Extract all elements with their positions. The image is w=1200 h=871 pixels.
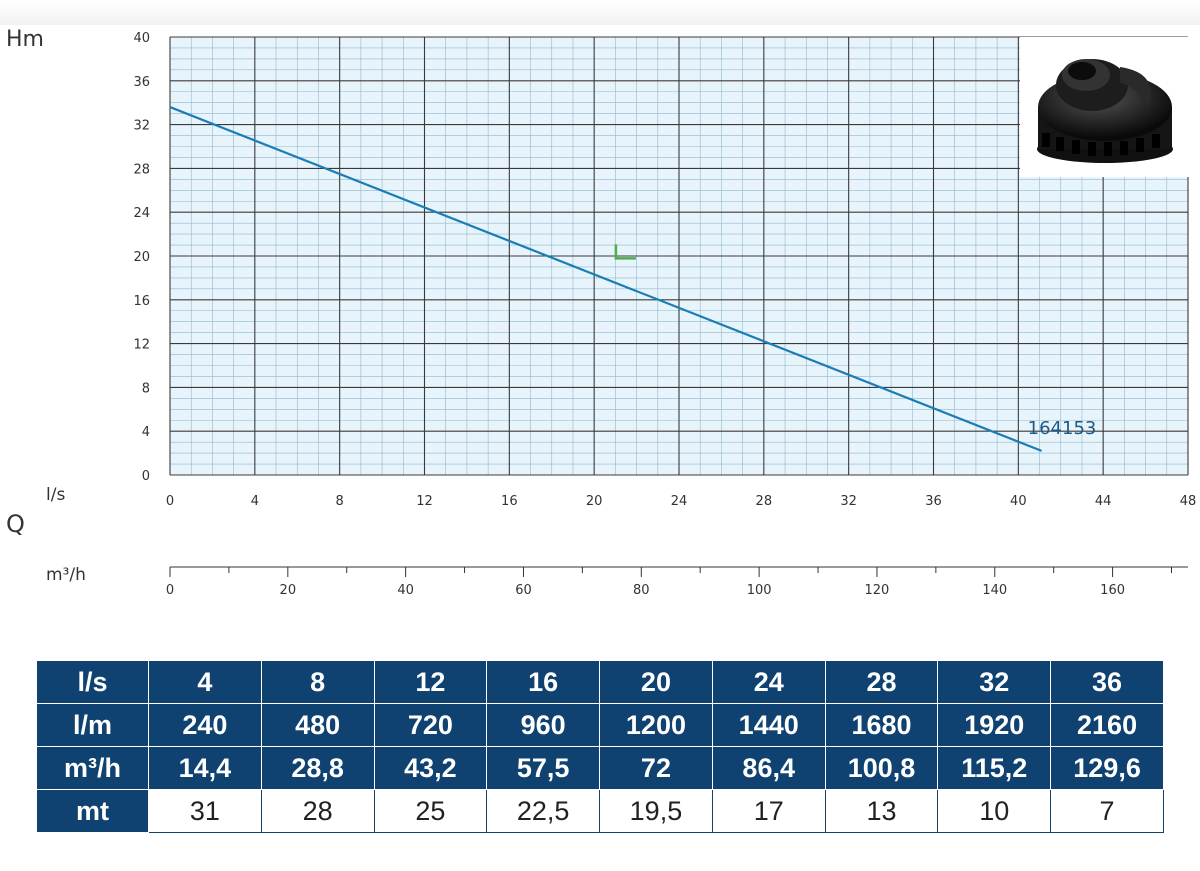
x-tick-label-ls: 40	[1010, 494, 1027, 509]
table-cell: 43,2	[373, 746, 488, 790]
x-tick-label-m3h: 20	[280, 583, 297, 598]
table-cell: 86,4	[711, 746, 826, 790]
table-cell: 28,8	[260, 746, 375, 790]
table-cell: 57,5	[486, 746, 601, 790]
table-cell: 31	[148, 789, 262, 833]
table-cell: 72	[599, 746, 713, 790]
x-tick-label-m3h: 100	[747, 583, 772, 598]
table-cell: 720	[373, 703, 488, 747]
table-cell: 28	[824, 660, 939, 704]
table-row-header: l/s	[36, 660, 149, 704]
table-cell: 19,5	[599, 789, 713, 833]
table-cell: 240	[148, 703, 262, 747]
performance-table: l/s 4 8 12 16 20 24 28 32 36 l/m 240 480 720 960 1200 14…	[36, 660, 1164, 833]
y-tick-label: 32	[133, 119, 150, 134]
x-tick-label-ls: 36	[925, 494, 942, 509]
top-band	[0, 0, 1200, 25]
table-row-header: mt	[36, 789, 149, 833]
table-cell: 36	[1050, 660, 1164, 704]
x-tick-label-ls: 4	[251, 494, 259, 509]
x-tick-label-m3h: 120	[865, 583, 890, 598]
y-tick-label: 16	[133, 294, 150, 309]
x-axis-ticks-ls: 0 4 8 12 16 20 24 28 32 36 40 44 48	[166, 494, 1196, 509]
table-cell: 115,2	[937, 746, 1052, 790]
y-tick-label: 40	[133, 31, 150, 46]
x-tick-label-ls: 8	[336, 494, 344, 509]
y-tick-label: 20	[133, 250, 150, 265]
series-group: 164153	[169, 106, 1097, 452]
table-row: mt 31 28 25 22,5 19,5 17 13 10 7	[36, 789, 1164, 833]
x-tick-label-m3h: 40	[397, 583, 414, 598]
x-axis-title-ls: l/s	[46, 485, 65, 505]
x-tick-label-ls: 28	[756, 494, 773, 509]
y-tick-label: 0	[142, 469, 150, 484]
table-cell: 1440	[711, 703, 826, 747]
duty-point-marker	[614, 244, 636, 260]
x-tick-label-m3h: 160	[1100, 583, 1125, 598]
y-axis-ticks: 0 4 8 12 16 20 24 28 32 36 40	[133, 31, 150, 484]
table-cell: 14,4	[148, 746, 262, 790]
y-tick-label: 12	[133, 338, 150, 353]
x-tick-label-ls: 0	[166, 494, 174, 509]
table-cell: 480	[260, 703, 375, 747]
table-cell: 22,5	[486, 789, 601, 833]
table-cell: 13	[824, 789, 939, 833]
x-tick-label-m3h: 140	[982, 583, 1007, 598]
x-tick-label-m3h: 80	[633, 583, 650, 598]
x-tick-label-ls: 44	[1095, 494, 1112, 509]
y-tick-label: 28	[133, 162, 150, 177]
table-cell: 20	[599, 660, 713, 704]
table-cell: 24	[711, 660, 826, 704]
pump-impeller-icon	[1037, 59, 1173, 163]
table-cell: 2160	[1050, 703, 1164, 747]
y-tick-label: 24	[133, 206, 150, 221]
table-cell: 1680	[824, 703, 939, 747]
table-cell: 25	[373, 789, 488, 833]
table-cell: 100,8	[824, 746, 939, 790]
series-label: 164153	[1028, 418, 1097, 439]
x-tick-label-ls: 20	[586, 494, 603, 509]
table-cell: 1200	[599, 703, 713, 747]
table-cell: 28	[260, 789, 375, 833]
y-axis-title: Hm	[6, 27, 44, 52]
table-cell: 16	[486, 660, 601, 704]
table-cell: 7	[1050, 789, 1164, 833]
table-cell: 32	[937, 660, 1052, 704]
x-tick-label-ls: 16	[501, 494, 518, 509]
x-axis-m3h: 0 20 40 60 80 100 120 140 160	[166, 566, 1188, 598]
table-cell: 4	[148, 660, 262, 704]
y-tick-label: 4	[142, 425, 150, 440]
q-label: Q	[6, 510, 25, 538]
table-cell: 12	[373, 660, 488, 704]
table-row: m³/h 14,4 28,8 43,2 57,5 72 86,4 100,8 115,2 129,…	[36, 746, 1164, 790]
table-row-header: l/m	[36, 703, 149, 747]
table-cell: 1920	[937, 703, 1052, 747]
x-tick-label-m3h: 0	[166, 583, 174, 598]
x-axis-title-m3h: m³/h	[46, 565, 86, 585]
x-tick-label-ls: 32	[840, 494, 857, 509]
series-line	[169, 106, 1043, 452]
table-cell: 129,6	[1050, 746, 1164, 790]
x-tick-label-ls: 24	[671, 494, 688, 509]
table-row-header: m³/h	[36, 746, 149, 790]
x-tick-label-ls: 12	[416, 494, 433, 509]
table-cell: 960	[486, 703, 601, 747]
y-tick-label: 36	[133, 75, 150, 90]
table-cell: 10	[937, 789, 1052, 833]
x-tick-label-m3h: 60	[515, 583, 532, 598]
x-tick-label-ls: 48	[1180, 494, 1197, 509]
y-tick-label: 8	[142, 381, 150, 396]
table-row: l/m 240 480 720 960 1200 1440 1680 1920 2160	[36, 703, 1164, 747]
pump-impeller-image	[1020, 37, 1190, 177]
table-cell: 17	[711, 789, 826, 833]
table-row: l/s 4 8 12 16 20 24 28 32 36	[36, 660, 1164, 704]
table-cell: 8	[260, 660, 375, 704]
